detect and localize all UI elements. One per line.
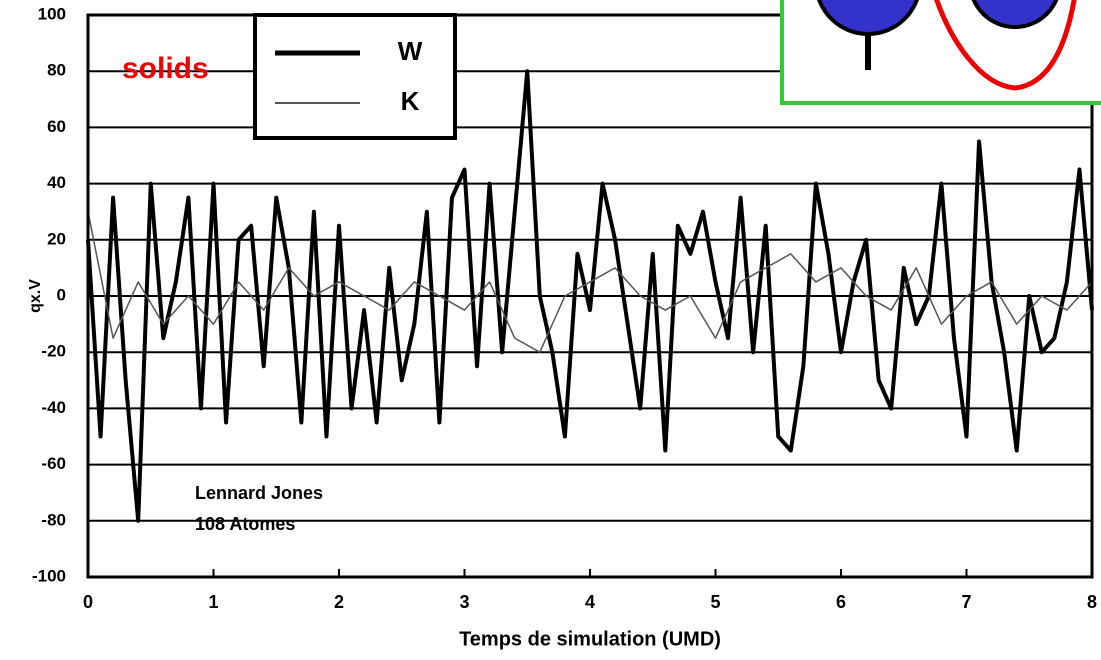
x-tick-label: 4	[585, 592, 595, 612]
x-tick-label: 6	[836, 592, 846, 612]
y-axis-label: qx.V	[27, 279, 44, 313]
diagram-curve	[934, 0, 1077, 91]
y-tick-label: 60	[47, 117, 66, 136]
y-tick-label: -60	[41, 454, 66, 473]
legend-label: W	[398, 36, 423, 66]
annotation: Lennard Jones	[195, 483, 323, 503]
y-tick-label: -40	[41, 398, 66, 417]
line-series	[86, 69, 1094, 523]
x-tick-label: 2	[334, 592, 344, 612]
plot	[86, 69, 1094, 523]
y-tick-label: 80	[47, 61, 66, 80]
diagram	[780, 0, 1101, 105]
y-tick-label: -20	[41, 342, 66, 361]
legend-label: K	[401, 86, 420, 116]
x-tick-label: 8	[1087, 592, 1097, 612]
x-tick-label: 3	[459, 592, 469, 612]
x-tick-label: 1	[208, 592, 218, 612]
legend: WK	[253, 13, 457, 140]
y-tick-label: 0	[57, 285, 66, 304]
y-tick-label: -80	[41, 510, 66, 529]
annotation: solids	[122, 52, 209, 85]
y-tick-label: -100	[32, 566, 66, 585]
diagram-circle	[971, 0, 1059, 29]
x-tick-label: 0	[83, 592, 93, 612]
line-series	[87, 211, 1093, 353]
y-tick-label: 100	[38, 4, 66, 23]
legend-box	[253, 13, 457, 140]
x-axis-label: Temps de simulation (UMD)	[459, 628, 721, 650]
y-tick-label: 20	[47, 229, 66, 248]
annotation: 108 Atomes	[195, 514, 295, 534]
x-tick-label: 5	[710, 592, 720, 612]
x-tick-label: 7	[961, 592, 971, 612]
y-tick-label: 40	[47, 173, 66, 192]
